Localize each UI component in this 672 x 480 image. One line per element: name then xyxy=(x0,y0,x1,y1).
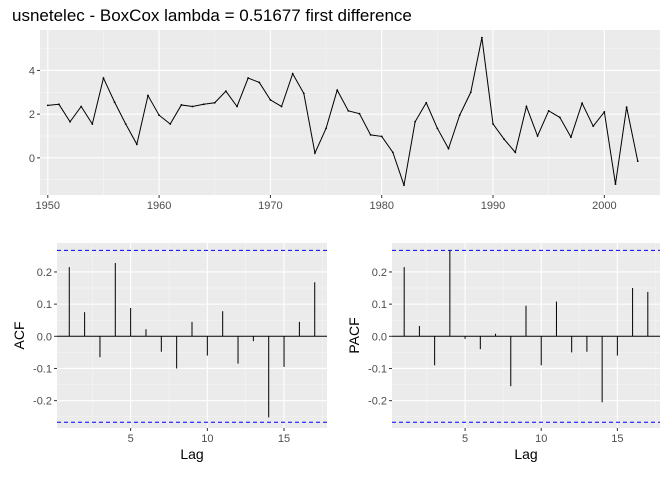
data-point xyxy=(570,136,572,138)
data-point xyxy=(447,147,450,150)
data-point xyxy=(58,103,60,106)
data-point xyxy=(213,101,216,104)
data-point xyxy=(158,114,161,117)
y-axis-label: ACF xyxy=(11,322,27,350)
data-point xyxy=(592,125,595,128)
data-point xyxy=(347,109,350,112)
data-point xyxy=(514,151,517,154)
y-tick-label: 0 xyxy=(29,153,35,165)
data-point xyxy=(414,120,417,123)
data-point xyxy=(280,105,283,108)
x-axis-label: Lag xyxy=(180,446,203,462)
x-tick-label: 1980 xyxy=(369,200,393,212)
data-point xyxy=(636,160,639,163)
data-point xyxy=(380,135,383,138)
x-tick-label: 1950 xyxy=(36,200,60,212)
series-line xyxy=(47,37,639,186)
y-tick-label: 0.2 xyxy=(372,267,387,279)
y-tick-label: -0.2 xyxy=(368,396,387,408)
data-point xyxy=(314,152,316,154)
x-tick-label: 5 xyxy=(462,433,468,445)
data-point xyxy=(191,105,194,108)
x-tick-label: 10 xyxy=(535,433,547,445)
y-tick-label: 0.1 xyxy=(372,299,387,311)
data-point xyxy=(503,138,506,141)
plot-background xyxy=(40,30,660,195)
data-point xyxy=(436,127,439,130)
data-point xyxy=(614,183,617,185)
data-point xyxy=(46,104,49,107)
data-point xyxy=(80,105,83,108)
acf-panel: 5 10 15 -0.2 -0.1 0.0 0.1 0.2 Lag ACF xyxy=(11,243,327,462)
data-point xyxy=(391,151,394,154)
y-tick-label: 2 xyxy=(29,109,35,121)
x-axis-label: Lag xyxy=(514,446,537,462)
data-point xyxy=(581,102,583,105)
data-point xyxy=(403,184,405,187)
data-point xyxy=(325,127,327,130)
y-tick-label: -0.1 xyxy=(368,363,387,375)
data-point xyxy=(247,77,250,79)
data-point xyxy=(91,123,94,125)
x-tick-label: 15 xyxy=(278,433,290,445)
y-tick-label: 0.0 xyxy=(372,331,387,343)
x-tick-label: 5 xyxy=(128,433,134,445)
data-point xyxy=(625,106,628,109)
data-point xyxy=(113,101,116,104)
y-tick-label: 0.2 xyxy=(37,267,52,279)
data-point xyxy=(525,105,528,108)
x-tick-label: 1960 xyxy=(147,200,171,212)
chart-title: usnetelec - BoxCox lambda = 0.51677 firs… xyxy=(12,6,412,25)
data-point xyxy=(291,72,294,75)
data-point xyxy=(425,101,428,104)
x-tick-label: 1990 xyxy=(481,200,505,212)
data-point xyxy=(224,90,227,93)
data-point xyxy=(358,112,361,115)
x-tick-label: 1970 xyxy=(258,200,282,212)
y-tick-label: 4 xyxy=(29,65,35,77)
data-point xyxy=(169,123,172,125)
y-axis-label: PACF xyxy=(346,317,362,353)
data-point xyxy=(369,134,372,136)
data-point xyxy=(124,123,127,125)
data-point xyxy=(336,89,339,91)
y-tick-label: 0.1 xyxy=(37,299,52,311)
data-point xyxy=(536,135,539,137)
data-point xyxy=(135,143,138,146)
data-point xyxy=(603,111,606,113)
x-tick-label: 2000 xyxy=(592,200,616,212)
data-point xyxy=(69,120,71,123)
data-point xyxy=(302,92,305,95)
data-point xyxy=(492,123,494,125)
time-series-panel: 1950 1960 1970 1980 1990 2000 0 2 4 xyxy=(29,30,661,212)
data-point xyxy=(102,77,105,79)
x-tick-label: 15 xyxy=(611,433,623,445)
pacf-panel: 5 10 15 -0.2 -0.1 0.0 0.1 0.2 Lag PACF xyxy=(346,243,660,462)
y-tick-label: -0.2 xyxy=(33,396,52,408)
data-point xyxy=(236,105,238,108)
data-point xyxy=(469,91,472,94)
data-point xyxy=(558,116,561,119)
data-point xyxy=(547,109,550,112)
data-point xyxy=(202,103,205,106)
y-tick-label: 0.0 xyxy=(37,331,52,343)
y-tick-label: -0.1 xyxy=(33,363,52,375)
x-tick-label: 10 xyxy=(201,433,213,445)
data-point xyxy=(458,114,461,117)
data-point xyxy=(147,94,149,97)
data-point xyxy=(481,36,483,39)
data-point xyxy=(180,104,183,106)
data-point xyxy=(269,99,272,101)
data-point xyxy=(258,81,261,84)
